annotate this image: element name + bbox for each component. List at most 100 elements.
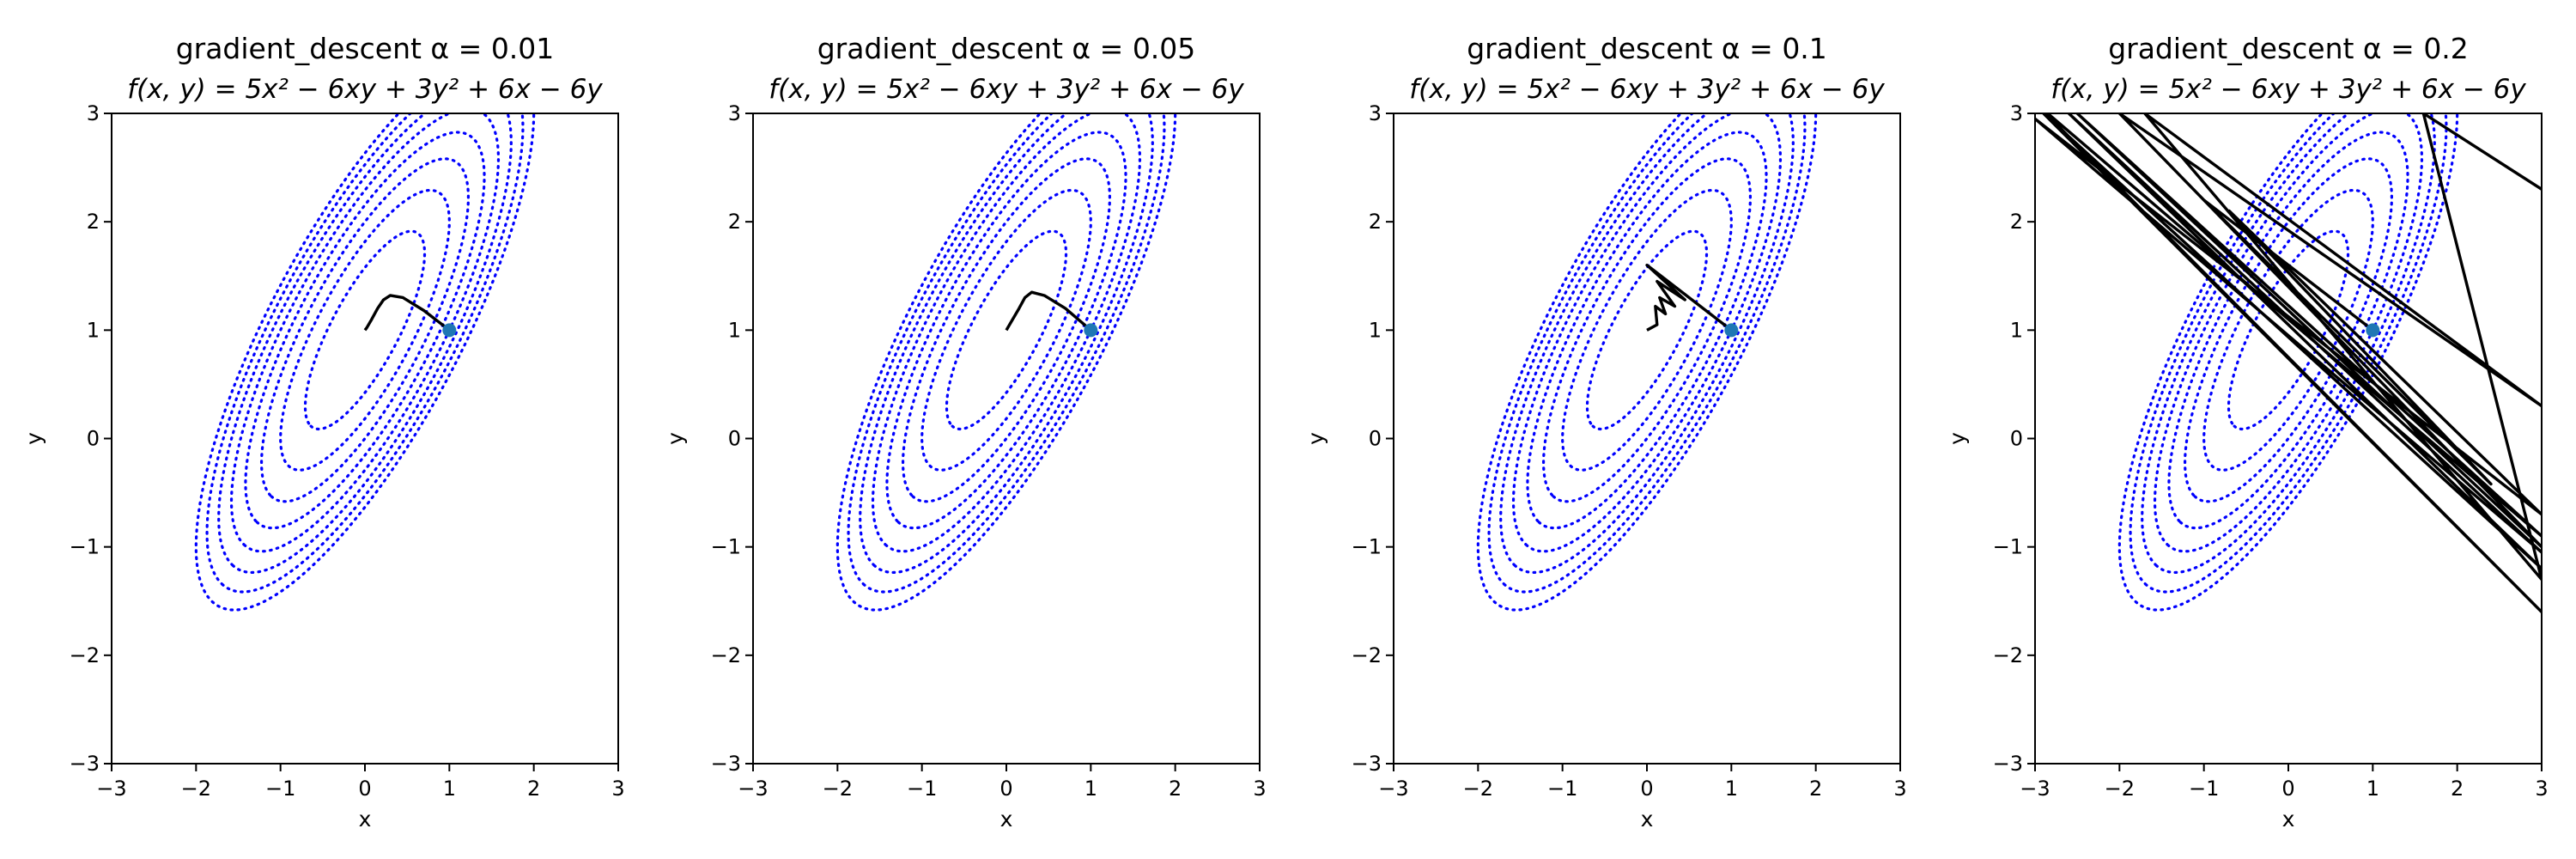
y-tick-label: 2 [1369, 210, 1382, 234]
contour-level-6 [859, 113, 1154, 575]
contour-level-2 [1561, 188, 1733, 472]
contour-level-1 [303, 229, 427, 431]
contour-level-3 [2183, 157, 2394, 503]
chart-subtitle: f(x, y) = 5x² − 6xy + 3y² + 6x − 6y [2050, 74, 2526, 105]
y-axis-label: y [1303, 432, 1328, 445]
y-axis-label: y [663, 432, 688, 445]
chart-subtitle: f(x, y) = 5x² − 6xy + 3y² + 6x − 6y [1409, 74, 1885, 105]
chart-panel-1: gradient_descent α = 0.01 f(x, y) = 5x² −… [21, 32, 625, 832]
y-tick-label: −3 [1993, 752, 2023, 776]
y-tick-label: 3 [728, 101, 741, 125]
y-tick-label: −2 [711, 643, 741, 667]
x-tick-label: −2 [1463, 777, 1493, 801]
y-tick-label: 2 [87, 210, 100, 234]
contour-level-6 [1499, 113, 1795, 575]
y-tick-label: 0 [87, 427, 100, 451]
chart-title: gradient_descent α = 0.01 [176, 32, 555, 65]
contour-level-5 [871, 113, 1142, 553]
y-tick-label: 1 [2010, 318, 2023, 342]
x-axis-label: x [2282, 807, 2295, 832]
x-tick-label: −3 [738, 777, 768, 801]
x-tick-label: −1 [907, 777, 937, 801]
x-tick-label: 1 [443, 777, 456, 801]
contour-level-7 [847, 113, 1166, 594]
y-tick-label: −2 [70, 643, 100, 667]
x-tick-label: 0 [2281, 777, 2294, 801]
x-axis-label: x [1000, 807, 1013, 832]
x-tick-label: −3 [96, 777, 126, 801]
contour-level-3 [901, 157, 1112, 503]
contour-level-1 [2227, 229, 2350, 431]
x-tick-label: 1 [1084, 777, 1097, 801]
x-tick-label: 3 [611, 777, 624, 801]
contour-level-2 [2202, 188, 2374, 472]
x-tick-label: −2 [2105, 777, 2135, 801]
x-tick-label: 3 [1253, 777, 1266, 801]
x-tick-label: 2 [2451, 777, 2464, 801]
contour-level-5 [1511, 113, 1783, 553]
y-tick-label: −1 [1352, 535, 1382, 559]
y-tick-label: −2 [1352, 643, 1382, 667]
x-tick-label: 1 [1725, 777, 1738, 801]
contour-level-2 [920, 188, 1092, 472]
contour-level-3 [259, 157, 471, 503]
y-tick-label: −1 [70, 535, 100, 559]
contour-level-3 [1541, 157, 1753, 503]
x-tick-label: 1 [2366, 777, 2379, 801]
x-tick-label: −3 [1378, 777, 1408, 801]
start-point [2366, 323, 2380, 338]
y-tick-label: −2 [1993, 643, 2023, 667]
contour-lines [835, 113, 1177, 612]
chart-subtitle: f(x, y) = 5x² − 6xy + 3y² + 6x − 6y [769, 74, 1244, 105]
y-tick-label: 0 [728, 427, 741, 451]
x-tick-label: −2 [181, 777, 211, 801]
x-axis-label: x [359, 807, 372, 832]
contour-level-7 [1487, 113, 1807, 594]
contour-level-5 [2153, 113, 2424, 553]
start-point [1724, 323, 1739, 338]
contour-level-7 [205, 113, 525, 594]
y-tick-label: 2 [2010, 210, 2023, 234]
descent-path [1645, 263, 1733, 332]
descent-path [2035, 113, 2542, 614]
y-tick-label: 2 [728, 210, 741, 234]
chart-panel-2: gradient_descent α = 0.05 f(x, y) = 5x² −… [663, 32, 1267, 832]
x-tick-label: −3 [2020, 777, 2050, 801]
x-tick-label: −2 [823, 777, 853, 801]
chart-title: gradient_descent α = 0.05 [817, 32, 1196, 65]
x-tick-label: 0 [999, 777, 1012, 801]
x-axis-label: x [1641, 807, 1654, 832]
contour-level-6 [2141, 113, 2436, 575]
start-point [1084, 323, 1098, 338]
x-tick-label: −1 [265, 777, 295, 801]
contour-level-6 [217, 113, 513, 575]
y-tick-label: −3 [1352, 752, 1382, 776]
contour-level-2 [279, 188, 451, 472]
x-tick-label: 3 [2535, 777, 2548, 801]
contour-level-8 [1476, 113, 1818, 612]
y-axis-label: y [21, 432, 46, 445]
y-tick-label: 3 [1369, 101, 1382, 125]
y-tick-label: 0 [1369, 427, 1382, 451]
chart-title: gradient_descent α = 0.2 [2108, 32, 2469, 65]
x-tick-label: −1 [1547, 777, 1577, 801]
y-tick-label: −3 [711, 752, 741, 776]
y-tick-label: 3 [2010, 101, 2023, 125]
x-tick-label: 2 [1169, 777, 1182, 801]
descent-path [1005, 290, 1092, 332]
x-tick-label: 0 [358, 777, 371, 801]
contour-level-8 [835, 113, 1177, 612]
contour-level-1 [945, 229, 1068, 431]
contour-level-8 [194, 113, 536, 612]
y-tick-label: 3 [87, 101, 100, 125]
contour-level-1 [1585, 229, 1709, 431]
contour-lines [194, 113, 536, 612]
x-tick-label: 2 [527, 777, 540, 801]
contour-lines [1476, 113, 1818, 612]
chart-panel-4: gradient_descent α = 0.2 f(x, y) = 5x² − … [1945, 32, 2549, 832]
y-tick-label: 1 [1369, 318, 1382, 342]
contour-level-7 [2129, 113, 2448, 594]
y-axis-label: y [1945, 432, 1970, 445]
start-point [442, 323, 457, 338]
chart-title: gradient_descent α = 0.1 [1467, 32, 1827, 65]
